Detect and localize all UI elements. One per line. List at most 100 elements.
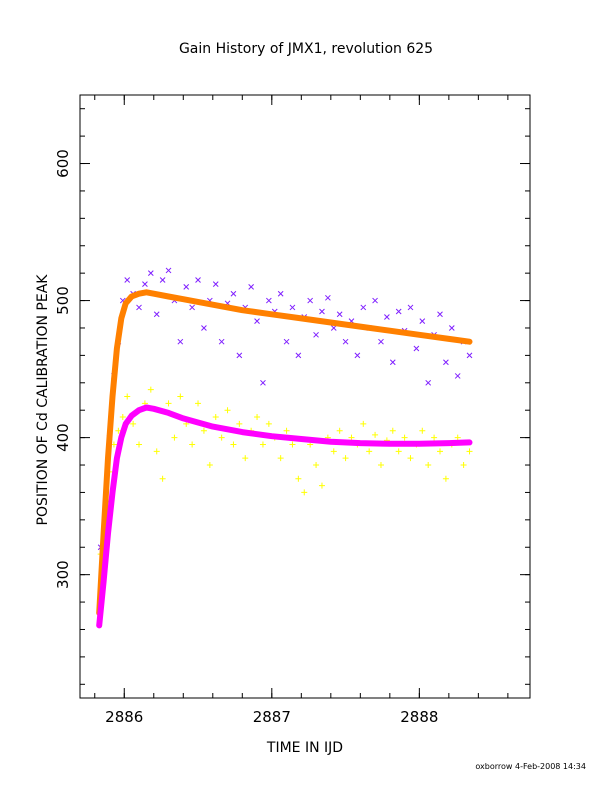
data-point bbox=[372, 297, 378, 304]
data-point bbox=[413, 345, 420, 352]
data-point bbox=[248, 284, 255, 290]
data-point bbox=[419, 318, 426, 324]
data-point bbox=[183, 284, 190, 290]
data-point bbox=[254, 318, 260, 324]
y-tick-label: 500 bbox=[54, 286, 72, 315]
data-point bbox=[342, 338, 349, 345]
series-3 bbox=[96, 404, 473, 629]
data-point bbox=[130, 420, 137, 427]
data-point bbox=[230, 441, 237, 448]
data-point bbox=[407, 455, 414, 462]
series-2 bbox=[96, 289, 473, 616]
data-point bbox=[171, 434, 178, 441]
data-point bbox=[283, 338, 290, 345]
data-point bbox=[159, 475, 166, 482]
data-point bbox=[212, 281, 219, 287]
data-point bbox=[295, 352, 302, 359]
data-point bbox=[448, 325, 455, 331]
data-point bbox=[283, 427, 290, 434]
fit-curve bbox=[96, 289, 473, 616]
data-point bbox=[454, 434, 461, 441]
data-point bbox=[200, 427, 207, 434]
data-point bbox=[466, 352, 473, 359]
data-point bbox=[330, 325, 337, 331]
data-point bbox=[224, 407, 231, 414]
data-point bbox=[384, 314, 390, 320]
data-point bbox=[360, 420, 367, 427]
data-point bbox=[437, 311, 443, 318]
data-point bbox=[206, 462, 213, 469]
data-point bbox=[389, 359, 396, 366]
data-point bbox=[265, 297, 272, 304]
data-point bbox=[348, 434, 355, 441]
data-point bbox=[259, 441, 266, 448]
data-point bbox=[336, 427, 343, 434]
x-tick-label: 2886 bbox=[105, 708, 143, 726]
data-point bbox=[236, 352, 243, 359]
minor-ticks bbox=[80, 95, 530, 698]
data-point bbox=[265, 420, 272, 427]
data-point bbox=[159, 277, 166, 283]
data-point bbox=[372, 431, 379, 438]
data-point bbox=[313, 331, 319, 338]
data-point bbox=[354, 352, 361, 359]
data-point bbox=[153, 311, 160, 318]
data-point bbox=[242, 455, 249, 462]
data-point bbox=[147, 386, 154, 393]
data-point bbox=[153, 448, 160, 455]
data-point bbox=[460, 462, 467, 469]
data-point bbox=[218, 434, 225, 441]
x-tick-label: 2887 bbox=[253, 708, 291, 726]
data-point bbox=[289, 441, 296, 448]
data-point bbox=[330, 448, 337, 455]
data-point bbox=[336, 311, 343, 318]
data-point bbox=[442, 475, 449, 482]
y-axis-label: POSITION OF Cd CALIBRATION PEAK bbox=[35, 274, 51, 526]
data-point bbox=[165, 267, 172, 274]
x-tick-label: 2888 bbox=[400, 708, 438, 726]
data-point bbox=[395, 448, 402, 455]
data-point bbox=[254, 414, 261, 421]
data-point bbox=[389, 427, 396, 434]
data-point bbox=[260, 379, 266, 386]
data-point bbox=[230, 290, 237, 297]
data-point bbox=[277, 455, 284, 462]
data-point bbox=[401, 434, 408, 441]
data-point bbox=[295, 475, 302, 482]
data-point bbox=[407, 304, 414, 311]
footer-stamp: oxborrow 4-Feb-2008 14:34 bbox=[475, 762, 586, 771]
data-point bbox=[147, 270, 154, 277]
data-series bbox=[96, 267, 473, 629]
data-point bbox=[319, 308, 325, 315]
data-point bbox=[425, 379, 432, 386]
data-point bbox=[454, 373, 461, 379]
data-point bbox=[366, 448, 373, 455]
data-point bbox=[142, 281, 148, 287]
data-point bbox=[189, 441, 196, 448]
chart-title: Gain History of JMX1, revolution 625 bbox=[179, 41, 433, 57]
x-axis-ticks: 2886 2887 2888 bbox=[105, 95, 438, 726]
data-point bbox=[437, 448, 443, 455]
data-point bbox=[431, 434, 438, 441]
data-point bbox=[177, 393, 184, 400]
data-point bbox=[419, 427, 426, 434]
fit-curve bbox=[96, 404, 473, 629]
series-1 bbox=[97, 386, 473, 558]
data-point bbox=[377, 462, 384, 469]
data-point bbox=[195, 277, 201, 283]
y-tick-label: 400 bbox=[54, 423, 72, 452]
y-tick-label: 600 bbox=[54, 149, 72, 178]
data-point bbox=[313, 462, 320, 469]
data-point bbox=[236, 420, 243, 427]
y-axis-ticks: 300 400 500 600 bbox=[54, 149, 530, 589]
data-point bbox=[136, 304, 142, 311]
data-point bbox=[466, 448, 473, 455]
data-point bbox=[360, 304, 367, 311]
data-point bbox=[307, 297, 314, 304]
data-point bbox=[189, 304, 195, 311]
data-point bbox=[425, 462, 432, 469]
data-point bbox=[277, 290, 284, 297]
data-point bbox=[165, 400, 172, 407]
data-point bbox=[289, 304, 296, 311]
